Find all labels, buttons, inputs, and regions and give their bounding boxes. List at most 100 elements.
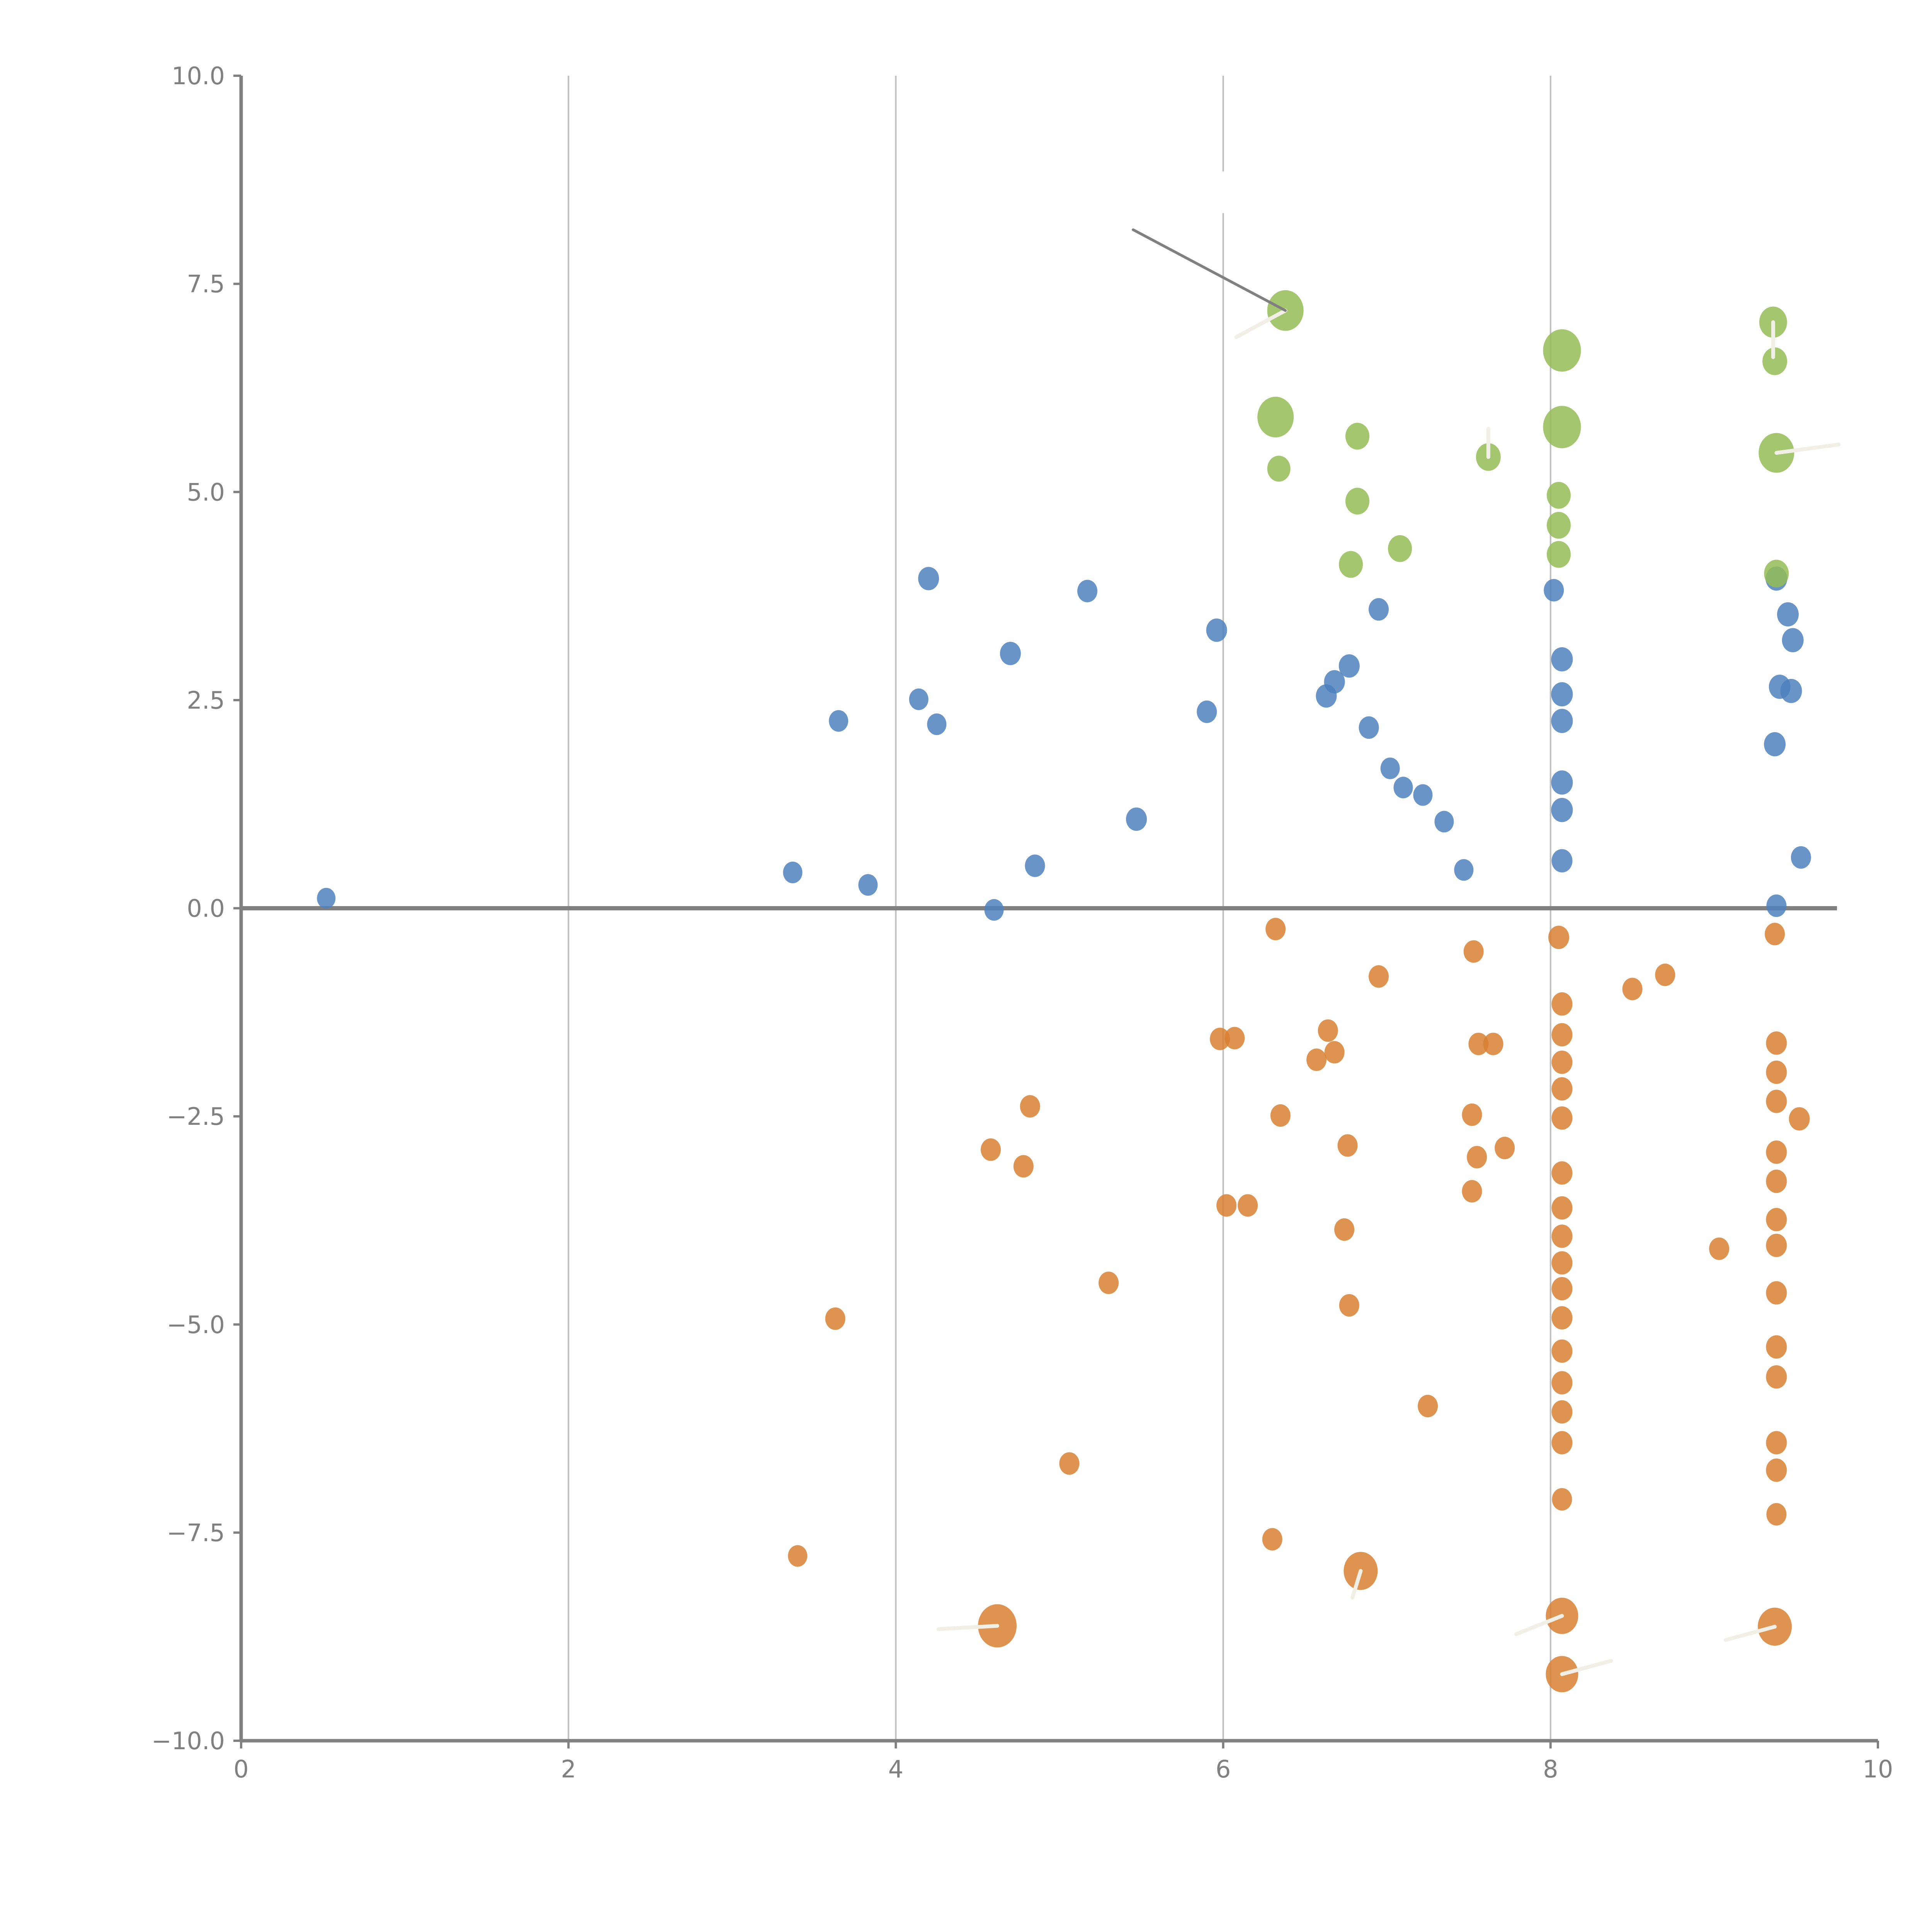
data-point-orange[interactable] bbox=[1551, 1050, 1573, 1074]
data-point-orange[interactable] bbox=[1765, 923, 1785, 946]
data-point-blue[interactable] bbox=[1197, 700, 1217, 723]
data-point-green[interactable] bbox=[1388, 535, 1412, 562]
data-point-green[interactable] bbox=[1267, 456, 1291, 482]
data-point-green[interactable] bbox=[1543, 406, 1581, 449]
data-point-orange[interactable] bbox=[1551, 1277, 1573, 1301]
data-point-orange[interactable] bbox=[1337, 1134, 1358, 1157]
data-point-orange[interactable] bbox=[825, 1307, 845, 1330]
data-point-green[interactable] bbox=[1762, 347, 1787, 375]
data-point-orange[interactable] bbox=[1467, 1146, 1487, 1168]
data-point-blue[interactable] bbox=[1766, 894, 1787, 917]
data-point-orange[interactable] bbox=[1766, 1060, 1787, 1084]
data-point-orange[interactable] bbox=[1551, 1077, 1573, 1101]
data-point-blue[interactable] bbox=[918, 567, 939, 590]
data-point-orange[interactable] bbox=[1551, 1161, 1573, 1185]
data-point-orange[interactable] bbox=[1766, 1031, 1787, 1055]
data-point-blue[interactable] bbox=[1551, 849, 1573, 872]
data-point-green[interactable] bbox=[1764, 560, 1789, 588]
data-point-blue[interactable] bbox=[1780, 679, 1802, 703]
data-point-orange[interactable] bbox=[1766, 1140, 1787, 1164]
data-point-blue[interactable] bbox=[1077, 580, 1098, 602]
data-point-green[interactable] bbox=[1543, 329, 1581, 372]
data-point-orange[interactable] bbox=[1462, 1180, 1482, 1203]
data-point-blue[interactable] bbox=[858, 874, 878, 896]
data-point-orange[interactable] bbox=[1551, 1196, 1573, 1220]
data-point-blue[interactable] bbox=[1393, 777, 1413, 799]
data-point-green[interactable] bbox=[1345, 423, 1369, 450]
data-point-blue[interactable] bbox=[1380, 757, 1400, 779]
data-point-blue[interactable] bbox=[909, 688, 929, 710]
data-point-blue[interactable] bbox=[1369, 598, 1389, 621]
data-point-orange[interactable] bbox=[1418, 1395, 1438, 1418]
data-point-green[interactable] bbox=[1546, 482, 1571, 509]
data-point-orange[interactable] bbox=[1551, 1306, 1573, 1330]
data-point-orange[interactable] bbox=[1468, 1032, 1489, 1055]
data-point-blue[interactable] bbox=[1000, 641, 1021, 665]
data-point-orange[interactable] bbox=[1766, 1335, 1787, 1359]
data-point-blue[interactable] bbox=[984, 899, 1004, 921]
data-point-orange[interactable] bbox=[1216, 1194, 1237, 1217]
data-point-green[interactable] bbox=[1339, 551, 1363, 578]
data-point-orange[interactable] bbox=[1655, 963, 1675, 986]
data-point-orange[interactable] bbox=[1551, 1431, 1573, 1454]
data-point-blue[interactable] bbox=[1025, 854, 1045, 877]
data-point-orange[interactable] bbox=[1306, 1048, 1327, 1071]
data-point-orange[interactable] bbox=[1551, 1339, 1573, 1363]
data-point-orange[interactable] bbox=[1551, 1400, 1573, 1424]
data-point-orange[interactable] bbox=[1551, 1106, 1573, 1130]
data-point-blue[interactable] bbox=[317, 888, 336, 909]
data-point-orange[interactable] bbox=[1766, 1090, 1787, 1113]
data-point-orange[interactable] bbox=[1265, 918, 1286, 940]
data-point-blue[interactable] bbox=[1764, 732, 1786, 757]
data-point-orange[interactable] bbox=[1483, 1032, 1503, 1055]
data-point-blue[interactable] bbox=[1338, 654, 1360, 678]
data-point-green[interactable] bbox=[1257, 396, 1294, 437]
data-point-orange[interactable] bbox=[1099, 1271, 1119, 1294]
data-point-orange[interactable] bbox=[1766, 1458, 1787, 1482]
data-point-blue[interactable] bbox=[1454, 859, 1474, 881]
data-point-green[interactable] bbox=[1345, 488, 1369, 515]
data-point-orange[interactable] bbox=[1709, 1237, 1730, 1260]
data-point-orange[interactable] bbox=[981, 1138, 1001, 1161]
data-point-orange[interactable] bbox=[1622, 978, 1643, 1000]
data-point-orange[interactable] bbox=[1551, 1251, 1573, 1275]
data-point-blue[interactable] bbox=[829, 710, 849, 732]
data-point-orange[interactable] bbox=[1789, 1107, 1810, 1131]
data-point-orange[interactable] bbox=[1551, 1371, 1573, 1395]
data-point-blue[interactable] bbox=[1551, 709, 1573, 733]
data-point-orange[interactable] bbox=[1262, 1528, 1282, 1551]
data-point-orange[interactable] bbox=[1318, 1019, 1338, 1042]
data-point-blue[interactable] bbox=[1359, 716, 1379, 739]
data-point-orange[interactable] bbox=[1766, 1233, 1787, 1257]
data-point-blue[interactable] bbox=[1413, 784, 1433, 806]
data-point-orange[interactable] bbox=[1551, 1023, 1573, 1047]
data-point-orange[interactable] bbox=[788, 1545, 808, 1567]
data-point-orange[interactable] bbox=[1766, 1365, 1787, 1389]
data-point-orange[interactable] bbox=[1270, 1104, 1291, 1127]
data-point-blue[interactable] bbox=[927, 713, 947, 735]
data-point-orange[interactable] bbox=[1339, 1294, 1359, 1317]
data-point-orange[interactable] bbox=[1766, 1281, 1787, 1305]
data-point-green[interactable] bbox=[1546, 541, 1571, 568]
data-point-orange[interactable] bbox=[1495, 1136, 1515, 1160]
data-point-orange[interactable] bbox=[1210, 1027, 1230, 1050]
data-point-blue[interactable] bbox=[1782, 628, 1804, 653]
data-point-orange[interactable] bbox=[1766, 1431, 1787, 1454]
data-point-blue[interactable] bbox=[1551, 798, 1573, 822]
data-point-orange[interactable] bbox=[1334, 1218, 1355, 1241]
data-point-orange[interactable] bbox=[1238, 1194, 1258, 1217]
data-point-orange[interactable] bbox=[1324, 1041, 1345, 1064]
data-point-orange[interactable] bbox=[1551, 992, 1573, 1016]
data-point-orange[interactable] bbox=[1766, 1169, 1787, 1193]
data-point-orange[interactable] bbox=[1551, 1225, 1573, 1248]
data-point-blue[interactable] bbox=[783, 861, 803, 883]
data-point-orange[interactable] bbox=[1463, 940, 1484, 963]
data-point-orange[interactable] bbox=[1552, 1488, 1572, 1511]
data-point-green[interactable] bbox=[1546, 512, 1571, 539]
data-point-orange[interactable] bbox=[1462, 1103, 1482, 1126]
data-point-orange[interactable] bbox=[1225, 1027, 1245, 1049]
data-point-blue[interactable] bbox=[1324, 670, 1345, 694]
data-point-orange[interactable] bbox=[1369, 965, 1389, 988]
data-point-orange[interactable] bbox=[1766, 1208, 1787, 1231]
data-point-blue[interactable] bbox=[1791, 846, 1811, 869]
